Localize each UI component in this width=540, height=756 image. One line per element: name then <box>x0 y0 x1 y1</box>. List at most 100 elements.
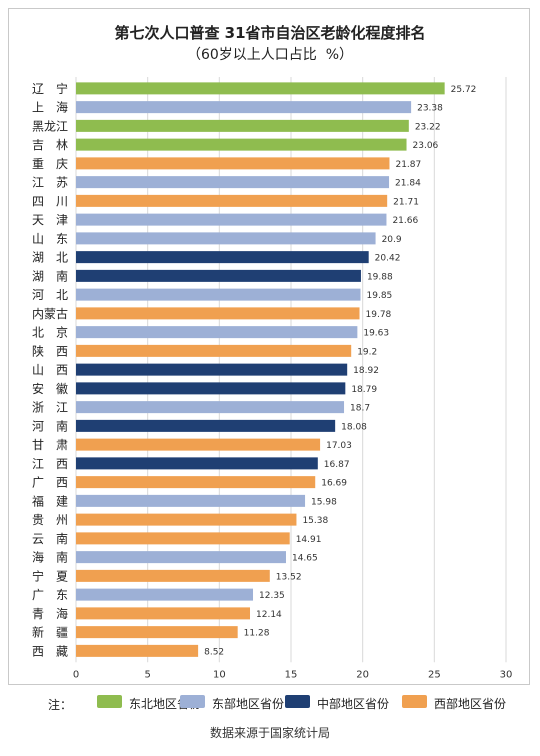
bar <box>76 269 361 282</box>
value-label: 21.84 <box>395 179 421 189</box>
bar <box>76 119 409 132</box>
value-label: 16.69 <box>321 479 347 489</box>
category-label: 湖 北 <box>32 250 68 265</box>
bar <box>76 232 376 245</box>
category-label: 河 北 <box>32 288 68 302</box>
bar <box>76 213 387 226</box>
bar <box>76 326 358 339</box>
chart-subtitle: （60岁以上人口占比 %） <box>186 47 354 63</box>
category-label: 云 南 <box>32 531 68 546</box>
legend-swatch-east <box>180 695 205 708</box>
category-label: 山 东 <box>32 232 68 246</box>
category-label: 天 津 <box>32 213 68 227</box>
legend-label-west: 西部地区省份 <box>434 697 507 711</box>
bar <box>76 101 412 114</box>
value-label: 23.38 <box>417 104 443 114</box>
category-label: 内蒙古 <box>32 306 68 321</box>
bar <box>76 419 336 432</box>
bar <box>76 307 360 320</box>
value-label: 19.2 <box>357 347 377 357</box>
value-label: 21.66 <box>392 216 418 226</box>
category-label: 安 徽 <box>32 381 68 396</box>
value-label: 15.98 <box>311 497 337 507</box>
x-tick-label: 5 <box>144 669 150 680</box>
source-note: 数据来源于国家统计局 <box>209 726 330 740</box>
category-label: 海 南 <box>32 550 68 565</box>
bar <box>76 513 297 526</box>
category-label: 甘 肃 <box>32 438 68 452</box>
category-label: 新 疆 <box>32 625 68 640</box>
value-label: 18.08 <box>341 422 367 432</box>
bar <box>76 626 238 639</box>
legend-note: 注： <box>48 698 73 712</box>
bar <box>76 494 306 507</box>
category-label: 贵 州 <box>32 513 68 527</box>
value-label: 15.38 <box>302 516 328 526</box>
value-labels: 25.72 23.38 23.22 23.06 21.87 21.84 21.71 21.66… <box>204 85 476 658</box>
bar <box>76 569 270 582</box>
bar <box>76 82 445 95</box>
value-label: 18.92 <box>353 366 379 376</box>
legend-swatch-west <box>402 695 427 708</box>
category-label: 宁 夏 <box>32 568 68 583</box>
category-label: 江 苏 <box>32 176 68 190</box>
category-label: 山 西 <box>32 363 68 377</box>
value-label: 13.52 <box>276 572 302 582</box>
category-label: 广 西 <box>32 476 68 490</box>
x-axis: 0 5 10 15 20 25 30 <box>73 669 513 680</box>
bar <box>76 251 369 264</box>
value-label: 17.03 <box>326 441 352 451</box>
category-label: 重 庆 <box>32 157 68 171</box>
value-label: 14.65 <box>292 554 318 564</box>
value-label: 23.06 <box>413 141 439 151</box>
bar <box>76 532 290 545</box>
value-label: 12.35 <box>259 591 285 601</box>
legend: 注： 东北地区省份 东部地区省份 中部地区省份 西部地区省份 <box>0 692 540 718</box>
category-label: 北 京 <box>32 326 68 340</box>
value-label: 19.78 <box>366 310 392 320</box>
bar <box>76 344 352 357</box>
value-label: 8.52 <box>204 647 224 657</box>
x-tick-label: 15 <box>285 669 298 680</box>
value-label: 19.85 <box>367 291 393 301</box>
value-label: 14.91 <box>296 535 322 545</box>
x-tick-label: 20 <box>356 669 369 680</box>
bar <box>76 644 199 657</box>
bars <box>76 82 445 657</box>
bar <box>76 607 251 620</box>
bar <box>76 382 346 395</box>
value-label: 18.79 <box>351 385 377 395</box>
value-label: 20.9 <box>382 235 402 245</box>
category-label: 辽 宁 <box>32 81 68 96</box>
value-label: 11.28 <box>244 629 270 639</box>
legend-label-central: 中部地区省份 <box>317 697 390 711</box>
value-label: 18.7 <box>350 404 370 414</box>
value-label: 19.63 <box>363 329 389 339</box>
bar <box>76 438 321 451</box>
chart-title: 第七次人口普查 31省市自治区老龄化程度排名 <box>114 24 426 42</box>
x-tick-label: 25 <box>428 669 441 680</box>
bar <box>76 363 348 376</box>
category-label: 四 川 <box>32 194 68 208</box>
legend-swatch-northeast <box>97 695 122 708</box>
chart-frame <box>8 8 530 685</box>
value-label: 19.88 <box>367 272 393 282</box>
x-tick-label: 0 <box>73 669 79 680</box>
category-label: 陕 西 <box>32 343 68 358</box>
value-label: 12.14 <box>256 610 282 620</box>
value-label: 21.87 <box>395 160 421 170</box>
category-label: 湖 南 <box>32 268 68 283</box>
bar <box>76 457 318 470</box>
value-label: 23.22 <box>415 122 441 132</box>
category-label: 西 藏 <box>32 644 68 658</box>
category-label: 青 海 <box>32 606 68 621</box>
category-label: 浙 江 <box>32 401 68 415</box>
bar <box>76 588 254 601</box>
bar <box>76 138 407 151</box>
category-label: 江 西 <box>32 457 68 471</box>
value-label: 21.71 <box>393 197 419 207</box>
bar <box>76 401 345 414</box>
category-label: 广 东 <box>32 588 68 602</box>
